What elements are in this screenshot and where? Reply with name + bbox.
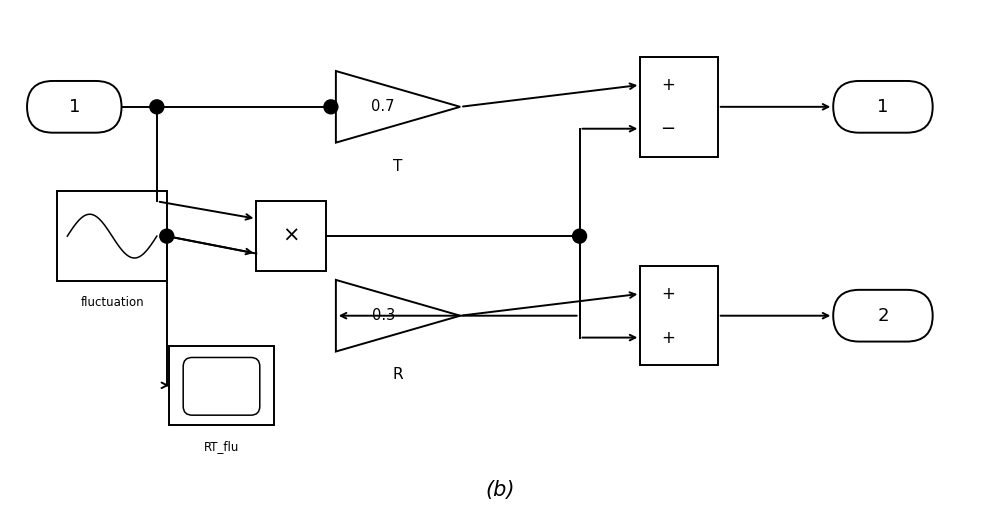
Text: ×: × bbox=[282, 226, 300, 246]
Text: 2: 2 bbox=[877, 307, 889, 325]
Bar bbox=[57, 191, 167, 281]
Polygon shape bbox=[336, 280, 460, 352]
Text: −: − bbox=[661, 120, 676, 138]
Text: fluctuation: fluctuation bbox=[80, 296, 144, 309]
FancyBboxPatch shape bbox=[183, 357, 260, 415]
Bar bbox=[640, 266, 718, 365]
Text: +: + bbox=[661, 285, 675, 303]
FancyBboxPatch shape bbox=[833, 290, 933, 342]
Circle shape bbox=[324, 100, 338, 114]
Bar bbox=[169, 345, 274, 425]
Text: 1: 1 bbox=[69, 98, 80, 116]
Text: 0.3: 0.3 bbox=[372, 308, 395, 323]
Text: (b): (b) bbox=[485, 480, 515, 500]
Text: 1: 1 bbox=[877, 98, 889, 116]
FancyBboxPatch shape bbox=[833, 81, 933, 133]
Text: T: T bbox=[393, 158, 403, 173]
Bar bbox=[640, 57, 718, 156]
Text: RT_flu: RT_flu bbox=[204, 440, 239, 453]
Circle shape bbox=[150, 100, 164, 114]
Circle shape bbox=[573, 229, 587, 243]
FancyBboxPatch shape bbox=[27, 81, 122, 133]
Text: +: + bbox=[661, 76, 675, 94]
Text: +: + bbox=[661, 329, 675, 346]
Text: 0.7: 0.7 bbox=[371, 100, 395, 114]
Bar bbox=[256, 201, 326, 271]
Polygon shape bbox=[336, 71, 460, 143]
Text: R: R bbox=[393, 367, 403, 382]
Circle shape bbox=[160, 229, 174, 243]
